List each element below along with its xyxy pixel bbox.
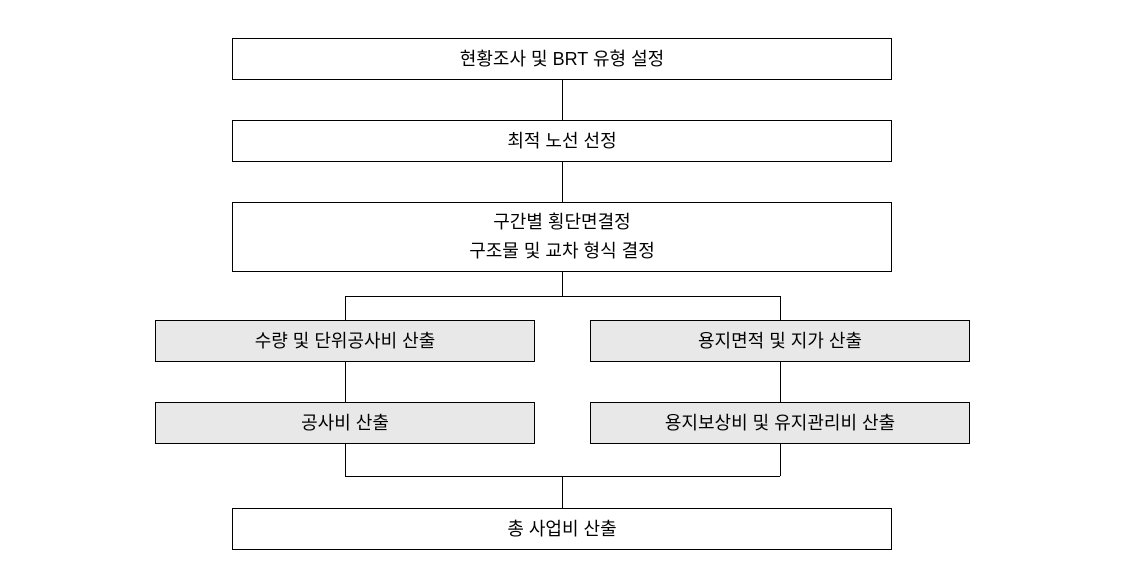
flowchart-node-section: 구간별 횡단면결정 구조물 및 교차 형식 결정	[232, 202, 892, 272]
node-label: 총 사업비 산출	[507, 515, 616, 544]
connector	[780, 296, 781, 320]
node-label: 구간별 횡단면결정	[493, 208, 630, 237]
connector	[345, 296, 346, 320]
connector	[345, 362, 346, 402]
node-label: 공사비 산출	[301, 409, 389, 438]
connector	[562, 80, 563, 120]
connector	[345, 444, 346, 476]
flowchart-node-route: 최적 노선 선정	[232, 120, 892, 162]
connector	[345, 296, 780, 297]
connector	[562, 162, 563, 202]
node-label: 최적 노선 선정	[507, 127, 616, 156]
connector	[562, 272, 563, 296]
flowchart-node-construction-cost: 공사비 산출	[155, 402, 535, 444]
flowchart-node-survey: 현황조사 및 BRT 유형 설정	[232, 38, 892, 80]
node-label: 용지면적 및 지가 산출	[698, 327, 862, 356]
node-label: 현황조사 및 BRT 유형 설정	[460, 45, 664, 74]
flowchart-node-land-area: 용지면적 및 지가 산출	[590, 320, 970, 362]
flowchart-node-quantity-cost: 수량 및 단위공사비 산출	[155, 320, 535, 362]
connector	[780, 362, 781, 402]
connector	[780, 444, 781, 476]
node-label: 구조물 및 교차 형식 결정	[469, 237, 655, 266]
connector	[562, 476, 563, 508]
node-label: 용지보상비 및 유지관리비 산출	[665, 409, 895, 438]
flowchart-node-land-compensation: 용지보상비 및 유지관리비 산출	[590, 402, 970, 444]
flowchart-container: 현황조사 및 BRT 유형 설정 최적 노선 선정 구간별 횡단면결정 구조물 …	[0, 20, 1124, 555]
flowchart-node-total-cost: 총 사업비 산출	[232, 508, 892, 550]
node-label: 수량 및 단위공사비 산출	[255, 327, 436, 356]
